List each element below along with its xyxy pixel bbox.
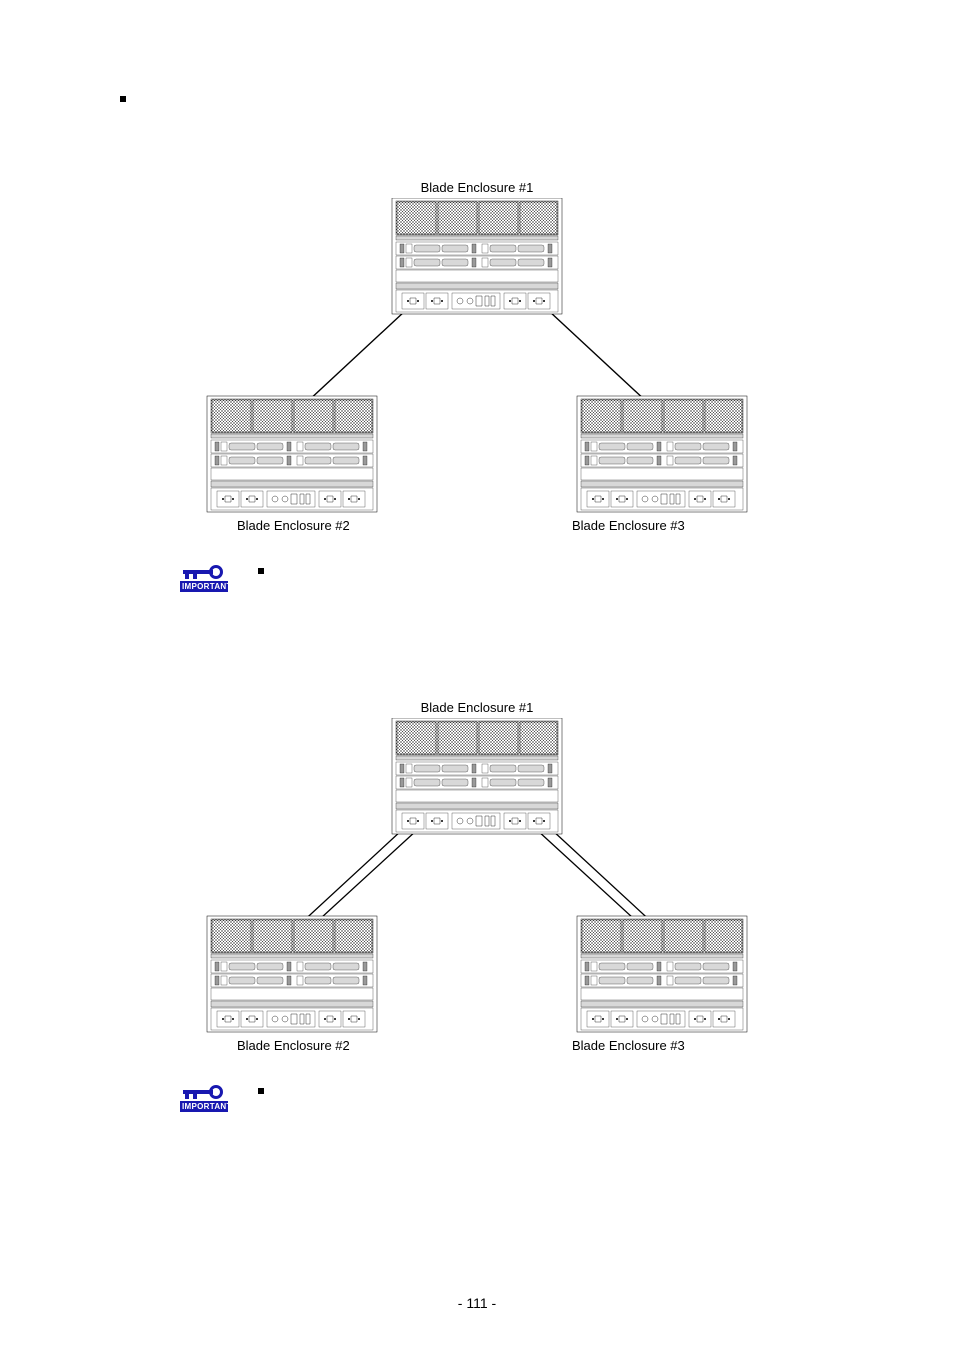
diagram-bottom: Blade Enclosure #1 Blade Enclosure #2 Bl… [197,700,757,1060]
enclosure1-label-b: Blade Enclosure #1 [421,700,534,715]
bullet-3 [258,1088,264,1094]
bullet-1 [120,96,126,102]
important-icon-2: IMPORTANT [180,1085,228,1112]
important-label-1: IMPORTANT [180,581,228,592]
bullet-2 [258,568,264,574]
enclosure1-label: Blade Enclosure #1 [421,180,534,195]
important-label-2: IMPORTANT [180,1101,228,1112]
important-icon-1: IMPORTANT [180,565,228,592]
diagram-top: Blade Enclosure #1 Blade Enclosure #2 Bl… [197,180,757,540]
page-number: - 111 - [458,1295,496,1311]
